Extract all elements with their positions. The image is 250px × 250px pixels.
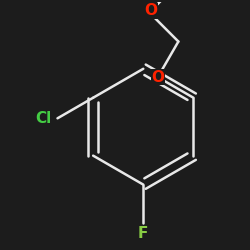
Text: O: O (151, 70, 164, 85)
Text: F: F (138, 226, 148, 241)
Text: Cl: Cl (36, 111, 52, 126)
Text: O: O (144, 4, 157, 18)
